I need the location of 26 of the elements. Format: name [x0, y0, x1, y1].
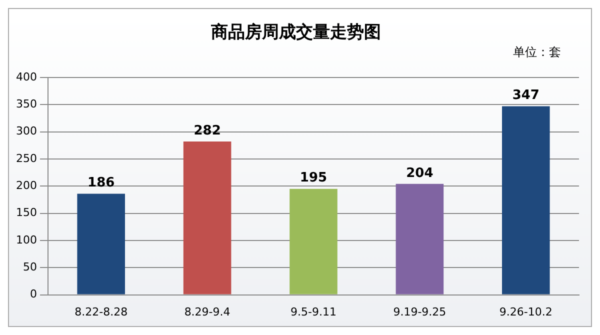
data-label: 195 — [300, 170, 328, 186]
data-label: 186 — [88, 176, 115, 191]
y-tick-label: 400 — [16, 70, 37, 84]
y-tick-label: 300 — [16, 124, 37, 138]
bar — [183, 142, 232, 294]
y-tick-label: 200 — [16, 178, 37, 192]
x-tick-label: 9.19-9.25 — [393, 305, 446, 318]
bar — [396, 184, 444, 294]
x-tick-label: 8.22-8.28 — [74, 305, 128, 318]
y-tick-label: 50 — [22, 260, 37, 274]
x-tick-label: 9.26-10.2 — [499, 305, 552, 318]
y-tick-label: 250 — [16, 152, 37, 165]
y-tick-label: 350 — [16, 97, 37, 110]
chart-title: 商品房周成交量走势图 — [210, 22, 381, 43]
text: 单位：套 — [513, 45, 561, 60]
data-label: 204 — [406, 166, 434, 181]
x-tick-label: 8.29-9.4 — [184, 305, 230, 318]
y-tick-label: 100 — [16, 233, 37, 246]
bar — [290, 188, 338, 294]
bar — [77, 194, 125, 294]
x-tick-label: 9.5-9.11 — [290, 305, 336, 318]
data-label: 282 — [194, 123, 221, 138]
y-tick-label: 150 — [16, 206, 37, 220]
bar — [502, 106, 550, 294]
y-tick-label: 0 — [30, 288, 37, 301]
data-label: 347 — [512, 88, 540, 104]
